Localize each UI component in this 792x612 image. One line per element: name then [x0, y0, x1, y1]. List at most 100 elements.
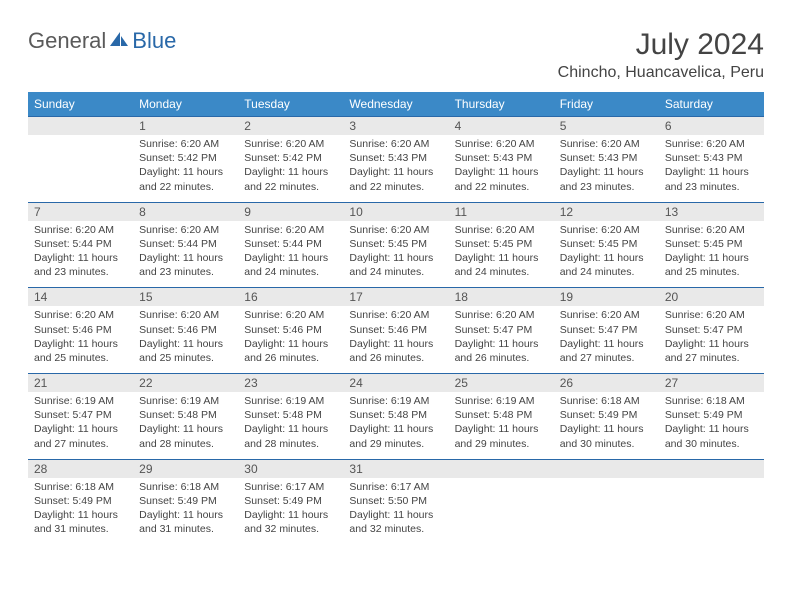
weekday-header: Sunday	[28, 92, 133, 117]
day-details: Sunrise: 6:20 AMSunset: 5:43 PMDaylight:…	[659, 135, 764, 202]
day-number: 1	[133, 117, 238, 135]
day-details: Sunrise: 6:19 AMSunset: 5:48 PMDaylight:…	[133, 392, 238, 459]
day-details: Sunrise: 6:19 AMSunset: 5:48 PMDaylight:…	[238, 392, 343, 459]
day-details: Sunrise: 6:19 AMSunset: 5:48 PMDaylight:…	[343, 392, 448, 459]
day-details: Sunrise: 6:20 AMSunset: 5:47 PMDaylight:…	[659, 306, 764, 373]
day-number: 14	[28, 288, 133, 306]
day-details: Sunrise: 6:20 AMSunset: 5:44 PMDaylight:…	[133, 221, 238, 288]
logo-text-right: Blue	[132, 28, 176, 54]
month-title: July 2024	[558, 28, 764, 62]
calendar-day-cell: 12Sunrise: 6:20 AMSunset: 5:45 PMDayligh…	[554, 202, 659, 288]
calendar-day-cell: 19Sunrise: 6:20 AMSunset: 5:47 PMDayligh…	[554, 288, 659, 374]
calendar-day-cell: 13Sunrise: 6:20 AMSunset: 5:45 PMDayligh…	[659, 202, 764, 288]
day-details: Sunrise: 6:20 AMSunset: 5:45 PMDaylight:…	[449, 221, 554, 288]
day-number: 4	[449, 117, 554, 135]
calendar-day-cell: 14Sunrise: 6:20 AMSunset: 5:46 PMDayligh…	[28, 288, 133, 374]
day-number: 25	[449, 374, 554, 392]
day-details	[554, 478, 659, 538]
calendar-day-cell: 22Sunrise: 6:19 AMSunset: 5:48 PMDayligh…	[133, 374, 238, 460]
calendar-day-cell: 31Sunrise: 6:17 AMSunset: 5:50 PMDayligh…	[343, 459, 448, 544]
day-details: Sunrise: 6:20 AMSunset: 5:45 PMDaylight:…	[659, 221, 764, 288]
day-number: 20	[659, 288, 764, 306]
calendar-day-cell: 11Sunrise: 6:20 AMSunset: 5:45 PMDayligh…	[449, 202, 554, 288]
calendar-day-cell	[28, 117, 133, 203]
day-number: 7	[28, 203, 133, 221]
calendar-week-row: 14Sunrise: 6:20 AMSunset: 5:46 PMDayligh…	[28, 288, 764, 374]
calendar-day-cell: 9Sunrise: 6:20 AMSunset: 5:44 PMDaylight…	[238, 202, 343, 288]
logo-text-left: General	[28, 28, 106, 54]
calendar-day-cell: 23Sunrise: 6:19 AMSunset: 5:48 PMDayligh…	[238, 374, 343, 460]
day-number: 22	[133, 374, 238, 392]
logo: General Blue	[28, 28, 176, 54]
calendar-day-cell: 26Sunrise: 6:18 AMSunset: 5:49 PMDayligh…	[554, 374, 659, 460]
day-number: 18	[449, 288, 554, 306]
calendar-week-row: 1Sunrise: 6:20 AMSunset: 5:42 PMDaylight…	[28, 117, 764, 203]
weekday-header: Monday	[133, 92, 238, 117]
calendar-day-cell: 24Sunrise: 6:19 AMSunset: 5:48 PMDayligh…	[343, 374, 448, 460]
calendar-day-cell: 6Sunrise: 6:20 AMSunset: 5:43 PMDaylight…	[659, 117, 764, 203]
day-details: Sunrise: 6:20 AMSunset: 5:44 PMDaylight:…	[238, 221, 343, 288]
day-number	[449, 460, 554, 478]
day-details: Sunrise: 6:18 AMSunset: 5:49 PMDaylight:…	[554, 392, 659, 459]
day-number: 23	[238, 374, 343, 392]
day-details: Sunrise: 6:20 AMSunset: 5:46 PMDaylight:…	[133, 306, 238, 373]
calendar-day-cell: 1Sunrise: 6:20 AMSunset: 5:42 PMDaylight…	[133, 117, 238, 203]
day-details: Sunrise: 6:19 AMSunset: 5:47 PMDaylight:…	[28, 392, 133, 459]
calendar-day-cell	[554, 459, 659, 544]
calendar-day-cell: 7Sunrise: 6:20 AMSunset: 5:44 PMDaylight…	[28, 202, 133, 288]
weekday-header-row: SundayMondayTuesdayWednesdayThursdayFrid…	[28, 92, 764, 117]
calendar-day-cell	[449, 459, 554, 544]
day-number: 8	[133, 203, 238, 221]
calendar-table: SundayMondayTuesdayWednesdayThursdayFrid…	[28, 92, 764, 544]
day-details: Sunrise: 6:18 AMSunset: 5:49 PMDaylight:…	[133, 478, 238, 545]
day-details: Sunrise: 6:20 AMSunset: 5:43 PMDaylight:…	[449, 135, 554, 202]
calendar-day-cell: 10Sunrise: 6:20 AMSunset: 5:45 PMDayligh…	[343, 202, 448, 288]
calendar-day-cell: 8Sunrise: 6:20 AMSunset: 5:44 PMDaylight…	[133, 202, 238, 288]
calendar-day-cell: 27Sunrise: 6:18 AMSunset: 5:49 PMDayligh…	[659, 374, 764, 460]
calendar-week-row: 7Sunrise: 6:20 AMSunset: 5:44 PMDaylight…	[28, 202, 764, 288]
weekday-header: Tuesday	[238, 92, 343, 117]
header: General Blue July 2024 Chincho, Huancave…	[28, 28, 764, 82]
day-number: 27	[659, 374, 764, 392]
day-number: 9	[238, 203, 343, 221]
weekday-header: Friday	[554, 92, 659, 117]
location: Chincho, Huancavelica, Peru	[558, 64, 764, 82]
calendar-day-cell: 16Sunrise: 6:20 AMSunset: 5:46 PMDayligh…	[238, 288, 343, 374]
day-number: 12	[554, 203, 659, 221]
day-number: 24	[343, 374, 448, 392]
day-details: Sunrise: 6:20 AMSunset: 5:42 PMDaylight:…	[133, 135, 238, 202]
calendar-day-cell	[659, 459, 764, 544]
day-number: 19	[554, 288, 659, 306]
day-number: 15	[133, 288, 238, 306]
day-number: 31	[343, 460, 448, 478]
day-details: Sunrise: 6:20 AMSunset: 5:46 PMDaylight:…	[28, 306, 133, 373]
day-number: 29	[133, 460, 238, 478]
calendar-day-cell: 15Sunrise: 6:20 AMSunset: 5:46 PMDayligh…	[133, 288, 238, 374]
day-number: 5	[554, 117, 659, 135]
day-number	[554, 460, 659, 478]
day-details: Sunrise: 6:17 AMSunset: 5:50 PMDaylight:…	[343, 478, 448, 545]
day-details: Sunrise: 6:20 AMSunset: 5:43 PMDaylight:…	[343, 135, 448, 202]
day-details: Sunrise: 6:20 AMSunset: 5:46 PMDaylight:…	[343, 306, 448, 373]
day-details: Sunrise: 6:20 AMSunset: 5:45 PMDaylight:…	[343, 221, 448, 288]
day-details: Sunrise: 6:17 AMSunset: 5:49 PMDaylight:…	[238, 478, 343, 545]
day-number: 13	[659, 203, 764, 221]
calendar-body: 1Sunrise: 6:20 AMSunset: 5:42 PMDaylight…	[28, 117, 764, 545]
calendar-day-cell: 30Sunrise: 6:17 AMSunset: 5:49 PMDayligh…	[238, 459, 343, 544]
day-details: Sunrise: 6:20 AMSunset: 5:47 PMDaylight:…	[449, 306, 554, 373]
day-details: Sunrise: 6:20 AMSunset: 5:47 PMDaylight:…	[554, 306, 659, 373]
day-number: 28	[28, 460, 133, 478]
day-details	[659, 478, 764, 538]
day-details	[28, 135, 133, 195]
day-number: 16	[238, 288, 343, 306]
calendar-week-row: 21Sunrise: 6:19 AMSunset: 5:47 PMDayligh…	[28, 374, 764, 460]
day-details: Sunrise: 6:19 AMSunset: 5:48 PMDaylight:…	[449, 392, 554, 459]
day-number: 30	[238, 460, 343, 478]
day-details	[449, 478, 554, 538]
calendar-day-cell: 21Sunrise: 6:19 AMSunset: 5:47 PMDayligh…	[28, 374, 133, 460]
weekday-header: Thursday	[449, 92, 554, 117]
day-number: 6	[659, 117, 764, 135]
day-details: Sunrise: 6:20 AMSunset: 5:44 PMDaylight:…	[28, 221, 133, 288]
weekday-header: Saturday	[659, 92, 764, 117]
title-block: July 2024 Chincho, Huancavelica, Peru	[558, 28, 764, 82]
